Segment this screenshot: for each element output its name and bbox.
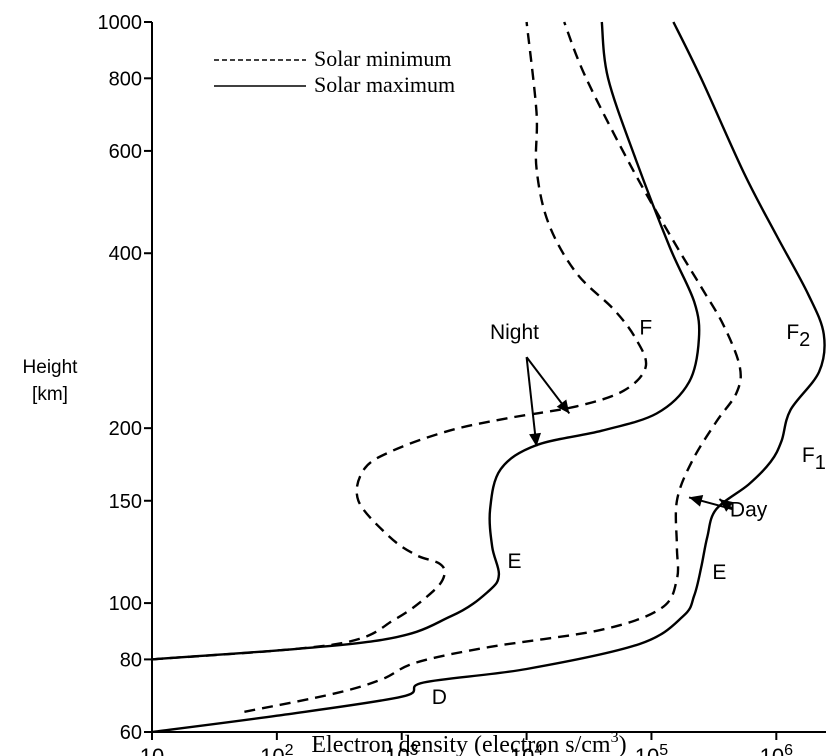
day-solar-minimum-line — [244, 21, 742, 713]
y-tick-label: 100 — [109, 593, 142, 615]
y-axis-label: [km] — [32, 384, 68, 405]
day-solar-maximum-line — [152, 21, 826, 732]
y-tick-label: 60 — [120, 722, 142, 744]
x-tick-label: 105 — [635, 742, 668, 756]
night-arrow-head — [556, 399, 570, 414]
night-arrow-line — [525, 357, 538, 447]
annotation-label-e: E — [507, 550, 521, 573]
night-solar-maximum-line — [152, 21, 701, 661]
series-group — [152, 21, 826, 732]
y-tick-label: 600 — [109, 141, 142, 163]
annotation-label-night: Night — [490, 321, 539, 344]
day-arrow-head — [719, 499, 734, 512]
x-tick-label: 104 — [510, 742, 543, 756]
axes: 1000 800 600 400 200 150 100 80 6010 102 103 104 105… — [23, 12, 826, 756]
y-tick-label: 80 — [120, 649, 142, 671]
y-tick-label: 1000 — [98, 12, 143, 34]
day-arrow-head — [689, 495, 704, 507]
night-arrow-head — [529, 432, 541, 447]
annotation-label-f1: F1 — [802, 444, 826, 474]
annotation-label-d: D — [432, 686, 447, 709]
y-tick-label: 400 — [109, 243, 142, 265]
x-tick-label: 10 — [140, 744, 164, 756]
x-tick-label: 106 — [760, 742, 793, 756]
y-tick-label: 800 — [109, 68, 142, 90]
x-axis-label: Electron density (electron s/cm3) — [311, 729, 626, 756]
y-tick-label: 200 — [109, 418, 142, 440]
annotations-group: Night Day F E E D F2 F1 — [432, 316, 826, 709]
x-tick-label: 102 — [260, 742, 293, 756]
x-tick-label: 103 — [385, 742, 418, 756]
legend-label: Solar maximum — [314, 72, 455, 97]
annotation-label-day: Day — [730, 498, 768, 521]
y-tick-label: 150 — [109, 491, 142, 513]
annotation-label-e: E — [712, 561, 726, 584]
y-axis-label: Height — [23, 357, 79, 378]
night-solar-minimum-line — [152, 21, 648, 661]
legend-label: Solar minimum — [314, 46, 452, 71]
annotation-label-f: F — [639, 316, 652, 339]
annotation-label-f2: F2 — [786, 321, 810, 351]
